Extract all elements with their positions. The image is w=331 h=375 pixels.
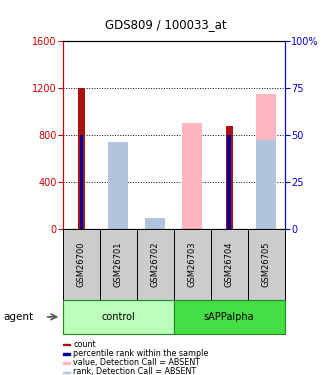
FancyBboxPatch shape [100, 229, 137, 300]
Text: count: count [73, 340, 96, 349]
Text: agent: agent [3, 312, 33, 322]
Bar [182, 123, 203, 229]
Text: GSM26704: GSM26704 [225, 242, 234, 287]
Text: GSM26700: GSM26700 [77, 242, 86, 287]
Text: percentile rank within the sample: percentile rank within the sample [73, 349, 209, 358]
Text: value, Detection Call = ABSENT: value, Detection Call = ABSENT [73, 358, 201, 367]
Text: GDS809 / 100033_at: GDS809 / 100033_at [105, 18, 226, 31]
Bar [145, 218, 166, 229]
Text: sAPPalpha: sAPPalpha [204, 312, 255, 322]
FancyBboxPatch shape [63, 300, 174, 334]
Text: GSM26705: GSM26705 [262, 242, 271, 287]
Bar [227, 135, 231, 229]
Bar [226, 126, 233, 229]
Bar [63, 362, 70, 364]
Bar [145, 219, 166, 229]
Text: GSM26702: GSM26702 [151, 242, 160, 287]
Text: GSM26703: GSM26703 [188, 242, 197, 287]
Bar [256, 140, 276, 229]
Bar [108, 149, 128, 229]
Bar [256, 94, 276, 229]
FancyBboxPatch shape [248, 229, 285, 300]
Text: control: control [102, 312, 135, 322]
Bar [63, 372, 70, 373]
Bar [78, 88, 85, 229]
Bar [63, 353, 70, 355]
FancyBboxPatch shape [174, 229, 211, 300]
Text: GSM26701: GSM26701 [114, 242, 123, 287]
FancyBboxPatch shape [174, 300, 285, 334]
FancyBboxPatch shape [63, 229, 100, 300]
Bar [79, 135, 83, 229]
FancyBboxPatch shape [211, 229, 248, 300]
FancyBboxPatch shape [137, 229, 174, 300]
Bar [108, 142, 128, 229]
Text: rank, Detection Call = ABSENT: rank, Detection Call = ABSENT [73, 368, 197, 375]
Bar [63, 344, 70, 345]
